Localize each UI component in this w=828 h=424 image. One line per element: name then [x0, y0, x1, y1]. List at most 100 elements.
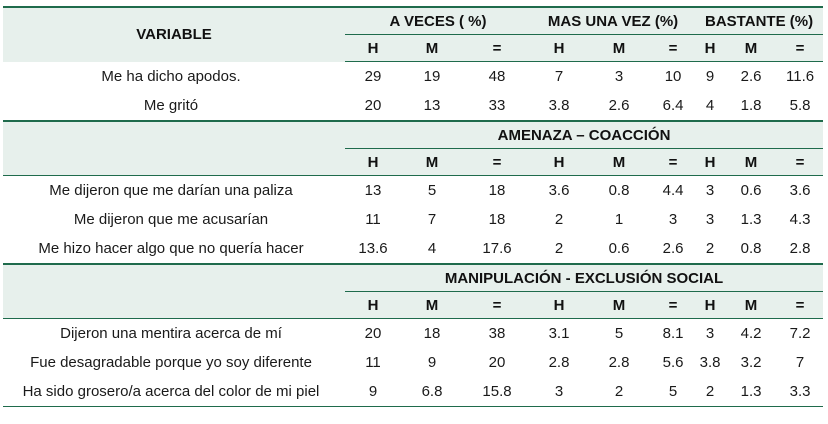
section-header-row: MANIPULACIÓN - EXCLUSIÓN SOCIAL: [3, 263, 824, 292]
cell-value: 6.8: [401, 377, 463, 407]
cell-value: 3: [668, 211, 678, 228]
subheader-m: M: [587, 34, 652, 62]
subheader-m: M: [401, 34, 463, 62]
cell-value: 18: [423, 325, 441, 342]
cell-value: 7: [427, 211, 437, 228]
section-subheader-spacer: [3, 291, 345, 319]
cell-value: 0.6: [740, 182, 762, 199]
table-row: Me gritó 20 13 33 3.8 2.6 6.4 4 1.8 5.8: [3, 91, 823, 121]
cell-value: 15.8: [463, 377, 532, 407]
subheader-h: H: [345, 148, 401, 176]
cell-value: 5: [651, 377, 696, 407]
cell-value: 2: [554, 211, 564, 228]
cell-value: 1.3: [725, 377, 778, 407]
row-label: Ha sido grosero/a acerca del color de mi…: [3, 377, 345, 407]
subheader-total: =: [651, 148, 696, 176]
header-row-groups: VARIABLE A VECES ( %) MAS UNA VEZ (%) BA…: [3, 6, 824, 62]
subheader-h: H: [531, 148, 588, 176]
table-row: Fue desagradable porque yo soy diferente…: [3, 348, 823, 377]
cell-value: 11: [365, 354, 381, 371]
cell-value: 13.6: [358, 240, 388, 257]
cell-value: 19: [423, 68, 441, 85]
cell-value: 2.8: [548, 354, 570, 371]
cell-value: 18: [488, 182, 506, 199]
cell-value: 9: [705, 68, 715, 85]
subheader-h: H: [345, 34, 401, 62]
table-row: Me dijeron que me darían una paliza 13 5…: [3, 176, 823, 206]
group-header-a-veces: A VECES ( %): [345, 6, 532, 35]
row-label: Me ha dicho apodos.: [101, 67, 241, 85]
row-label: Fue desagradable porque yo soy diferente: [30, 354, 312, 371]
cell-value: 2.8: [608, 354, 630, 371]
section-header-spacer: [3, 263, 345, 292]
table-row: Me ha dicho apodos. 29 19 48 7 3 10 9 2.…: [3, 62, 823, 92]
cell-value: 0.8: [608, 182, 630, 199]
section-header-row: AMENAZA – COACCIÓN: [3, 120, 824, 149]
subheader-total: =: [777, 148, 824, 176]
cell-value: 2.6: [662, 240, 684, 257]
subheader-m: M: [725, 291, 778, 319]
subheader-m: M: [401, 291, 463, 319]
subheader-total: =: [777, 34, 824, 62]
cell-value: 11: [365, 211, 381, 228]
cell-value: 29: [364, 68, 382, 85]
cell-value: 48: [488, 68, 506, 85]
cell-value: 11.6: [786, 68, 815, 85]
row-label: Me gritó: [143, 97, 199, 114]
bullying-frequency-table: VARIABLE A VECES ( %) MAS UNA VEZ (%) BA…: [3, 6, 824, 407]
cell-value: 1.8: [740, 97, 762, 114]
section-title-amenaza: AMENAZA – COACCIÓN: [345, 120, 824, 149]
cell-value: 3.6: [789, 182, 811, 199]
cell-value: 18: [488, 211, 506, 228]
cell-value: 4.2: [740, 325, 762, 342]
row-label: Me dijeron que me darían una paliza: [49, 182, 293, 199]
cell-value: 3.8: [548, 97, 570, 114]
cell-value: 2: [705, 240, 715, 257]
subheader-m: M: [587, 291, 652, 319]
row-label: Me dijeron que me acusarían: [73, 211, 269, 228]
cell-value: 3.3: [777, 377, 824, 407]
subheader-total: =: [463, 291, 532, 319]
cell-value: 3: [705, 325, 715, 342]
cell-value: 5.6: [662, 354, 684, 371]
cell-value: 3: [531, 377, 588, 407]
cell-value: 13: [364, 182, 382, 199]
subheader-h: H: [695, 291, 726, 319]
subheader-m: M: [725, 34, 778, 62]
cell-value: 4: [705, 97, 715, 114]
row-label: Dijeron una mentira acerca de mí: [60, 325, 282, 342]
subheader-total: =: [777, 291, 824, 319]
section-header-spacer: [3, 120, 345, 149]
cell-value: 4: [427, 240, 437, 257]
cell-value: 33: [488, 97, 506, 114]
subheader-h: H: [531, 34, 588, 62]
cell-value: 10: [664, 68, 682, 85]
variable-header: VARIABLE: [3, 6, 345, 62]
cell-value: 13: [423, 97, 441, 114]
cell-value: 4.4: [662, 182, 684, 199]
cell-value: 7: [795, 354, 805, 371]
cell-value: 3.1: [548, 325, 570, 342]
cell-value: 8.1: [662, 325, 684, 342]
subheader-m: M: [401, 148, 463, 176]
cell-value: 17.6: [482, 240, 512, 257]
subheader-total: =: [651, 34, 696, 62]
section-title-manipulacion: MANIPULACIÓN - EXCLUSIÓN SOCIAL: [345, 263, 824, 292]
section-subheader-row: H M = H M = H M =: [3, 148, 824, 176]
subheader-h: H: [531, 291, 588, 319]
cell-value: 6.4: [662, 97, 684, 114]
cell-value: 2: [554, 240, 564, 257]
cell-value: 2.6: [608, 97, 630, 114]
cell-value: 5: [427, 182, 437, 199]
cell-value: 2: [587, 377, 652, 407]
cell-value: 7.2: [789, 325, 811, 342]
subheader-h: H: [695, 34, 726, 62]
table-row: Ha sido grosero/a acerca del color de mi…: [3, 377, 824, 407]
cell-value: 1.3: [740, 211, 762, 228]
table-row: Me hizo hacer algo que no quería hacer 1…: [3, 234, 823, 264]
cell-value: 0.8: [740, 240, 762, 257]
cell-value: 5: [614, 325, 624, 342]
cell-value: 3.2: [740, 354, 762, 371]
table-row: Dijeron una mentira acerca de mí 20 18 3…: [3, 319, 823, 349]
